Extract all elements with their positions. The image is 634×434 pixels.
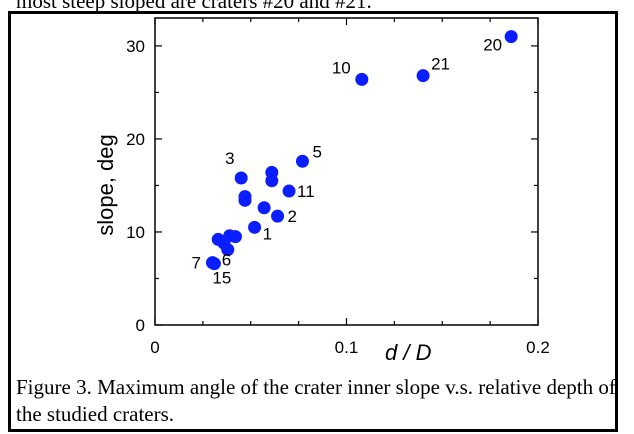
data-point [265, 174, 279, 188]
data-point [355, 72, 369, 86]
figure-caption: Figure 3. Maximum angle of the crater in… [16, 375, 616, 426]
y-axis-label: slope, deg [93, 134, 118, 236]
data-point [234, 171, 248, 185]
preceding-text-line: most steep sloped are craters #20 and #2… [16, 0, 616, 11]
point-label: 21 [431, 55, 450, 74]
data-point [282, 184, 296, 198]
y-tick-label: 10 [126, 223, 145, 242]
y-tick-label: 20 [126, 130, 145, 149]
point-label: 2 [288, 207, 297, 226]
point-label: 6 [222, 251, 231, 270]
data-points [205, 30, 518, 271]
data-point [416, 69, 430, 83]
data-point [248, 220, 262, 234]
y-tick-label: 0 [136, 316, 145, 335]
point-label: 11 [297, 182, 315, 201]
x-axis-label: d / D [385, 340, 432, 365]
data-point [238, 193, 252, 207]
point-label: 1 [263, 224, 272, 243]
data-point [207, 257, 221, 271]
figure-frame [8, 11, 618, 432]
data-point [257, 201, 271, 215]
point-label: 5 [312, 142, 321, 161]
x-ticks: 0 0.1 0.2 [150, 18, 550, 357]
data-point [228, 230, 242, 244]
data-point [221, 243, 235, 257]
data-point [504, 30, 518, 44]
point-label: 15 [212, 269, 231, 288]
point-label: 3 [225, 149, 234, 168]
point-label: 7 [191, 254, 200, 273]
y-ticks: 0 10 20 30 [126, 37, 538, 335]
x-tick-label: 0.2 [526, 338, 550, 357]
point-label: 10 [332, 58, 351, 77]
y-tick-label: 30 [126, 37, 145, 56]
x-tick-label: 0.1 [335, 338, 359, 357]
data-point [271, 209, 285, 223]
data-point [295, 154, 309, 168]
x-tick-label: 0 [150, 338, 159, 357]
point-label: 20 [483, 36, 502, 55]
